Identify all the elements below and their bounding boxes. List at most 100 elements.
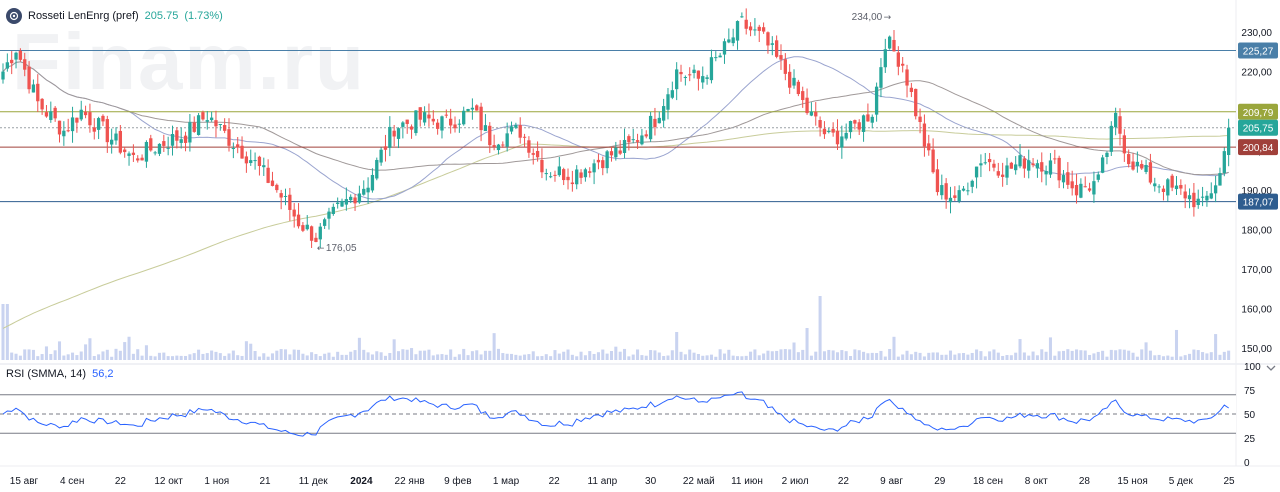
candle[interactable]: [305, 224, 309, 230]
candle[interactable]: [409, 126, 414, 130]
candle[interactable]: [457, 123, 462, 125]
candle[interactable]: [853, 120, 857, 124]
candle[interactable]: [110, 139, 114, 145]
candle[interactable]: [887, 36, 892, 49]
candle[interactable]: [879, 67, 883, 88]
candle[interactable]: [605, 151, 609, 169]
candle[interactable]: [705, 77, 709, 79]
candle[interactable]: [722, 41, 727, 55]
candle[interactable]: [661, 106, 666, 121]
level-price-label[interactable]: [1238, 119, 1278, 136]
candle[interactable]: [909, 87, 914, 93]
candle[interactable]: [1153, 183, 1157, 187]
candle[interactable]: [392, 130, 396, 137]
candle[interactable]: [1109, 125, 1113, 152]
candle[interactable]: [731, 37, 735, 44]
candle[interactable]: [1100, 157, 1105, 173]
candle[interactable]: [531, 153, 535, 155]
candle[interactable]: [748, 26, 753, 31]
candle[interactable]: [535, 150, 540, 158]
candle[interactable]: [1144, 164, 1148, 172]
candle[interactable]: [970, 180, 974, 187]
candle[interactable]: [827, 131, 831, 133]
candle[interactable]: [1122, 135, 1126, 154]
candle[interactable]: [701, 76, 705, 83]
candle[interactable]: [327, 211, 331, 219]
candle[interactable]: [336, 202, 340, 204]
chevron-down-icon[interactable]: [1266, 363, 1276, 373]
candle[interactable]: [88, 112, 92, 126]
candle[interactable]: [1227, 127, 1231, 156]
candle[interactable]: [1040, 162, 1044, 172]
candle[interactable]: [462, 110, 466, 125]
candle[interactable]: [501, 144, 505, 146]
candle[interactable]: [201, 112, 205, 120]
candle[interactable]: [214, 120, 218, 127]
candle[interactable]: [944, 183, 948, 200]
candle[interactable]: [157, 143, 162, 154]
candle[interactable]: [609, 151, 614, 156]
candle[interactable]: [183, 135, 188, 143]
candle[interactable]: [1161, 188, 1166, 192]
candle[interactable]: [1192, 192, 1196, 208]
candle[interactable]: [309, 226, 314, 241]
candle[interactable]: [761, 27, 766, 32]
candle[interactable]: [514, 125, 518, 128]
candle[interactable]: [570, 182, 575, 185]
candle[interactable]: [283, 195, 288, 197]
candle[interactable]: [249, 160, 253, 163]
level-price-label[interactable]: [1238, 42, 1278, 59]
candle[interactable]: [1083, 186, 1087, 188]
candle[interactable]: [666, 94, 670, 110]
candle[interactable]: [1205, 195, 1209, 201]
candle[interactable]: [861, 115, 866, 132]
candle[interactable]: [483, 125, 488, 132]
candle[interactable]: [205, 120, 209, 122]
candle[interactable]: [987, 158, 992, 163]
candle[interactable]: [692, 69, 696, 74]
candle[interactable]: [562, 169, 566, 181]
candle[interactable]: [1209, 193, 1213, 199]
candle[interactable]: [635, 140, 640, 142]
candle[interactable]: [1053, 158, 1057, 160]
candle[interactable]: [1118, 116, 1122, 134]
candle[interactable]: [188, 122, 192, 143]
candle[interactable]: [266, 167, 270, 183]
candle[interactable]: [583, 169, 588, 178]
candle[interactable]: [1127, 154, 1131, 165]
candle[interactable]: [236, 144, 240, 148]
candle[interactable]: [349, 196, 353, 201]
candle[interactable]: [1105, 152, 1109, 157]
candle[interactable]: [49, 111, 53, 120]
candle[interactable]: [527, 140, 531, 153]
rsi-label[interactable]: RSI (SMMA, 14): [6, 368, 87, 380]
candle[interactable]: [505, 133, 509, 147]
candle[interactable]: [1170, 175, 1174, 188]
candle[interactable]: [579, 172, 583, 178]
candle[interactable]: [379, 149, 383, 163]
candle[interactable]: [792, 77, 796, 86]
candle[interactable]: [53, 107, 57, 119]
candle[interactable]: [544, 173, 548, 175]
symbol-name[interactable]: Rosseti LenEnrg (pref): [28, 10, 139, 22]
candle[interactable]: [1179, 185, 1183, 189]
candle[interactable]: [405, 119, 409, 124]
candle[interactable]: [466, 108, 470, 112]
candle[interactable]: [40, 98, 44, 110]
candle[interactable]: [75, 117, 79, 123]
rsi-line[interactable]: [2, 391, 1229, 437]
candle[interactable]: [766, 32, 770, 46]
candle[interactable]: [435, 122, 440, 129]
level-price-label[interactable]: [1238, 193, 1278, 210]
candle[interactable]: [618, 150, 622, 154]
candle[interactable]: [196, 115, 201, 135]
candle[interactable]: [162, 141, 166, 146]
candle[interactable]: [927, 143, 931, 151]
candle[interactable]: [453, 124, 457, 129]
candle[interactable]: [518, 125, 522, 138]
candle[interactable]: [414, 110, 418, 134]
candle[interactable]: [479, 106, 483, 131]
candle[interactable]: [149, 138, 153, 151]
candle[interactable]: [548, 176, 553, 178]
candle[interactable]: [718, 55, 722, 58]
